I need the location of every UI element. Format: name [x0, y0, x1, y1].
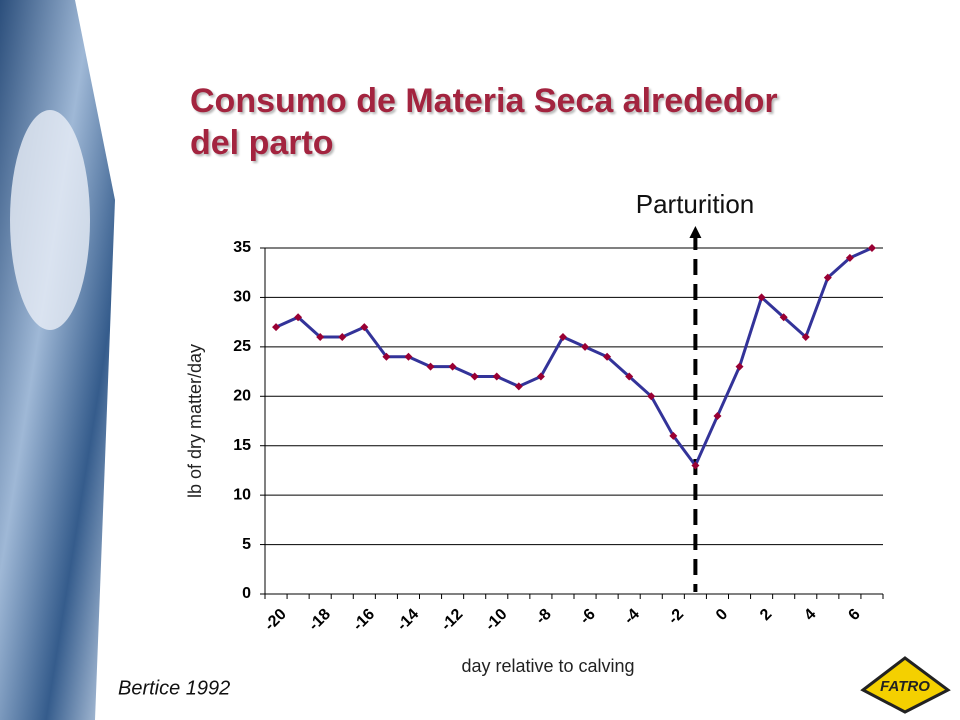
- y-tick-label: 25: [233, 338, 251, 355]
- y-tick-label: 0: [242, 585, 251, 602]
- data-point: [360, 323, 369, 332]
- data-point: [338, 332, 347, 341]
- data-point: [779, 313, 788, 322]
- x-tick-label: -8: [533, 606, 555, 628]
- y-tick-label: 15: [233, 437, 251, 454]
- x-tick-label: 4: [801, 606, 819, 624]
- x-tick-label: -12: [438, 606, 466, 634]
- data-point: [470, 372, 479, 381]
- data-point: [757, 293, 766, 302]
- x-axis-label: day relative to calving: [461, 656, 634, 676]
- data-point: [801, 332, 810, 341]
- annotation: Parturition: [636, 189, 755, 219]
- x-tick-label: -2: [665, 606, 687, 628]
- x-tick-label: 2: [757, 606, 775, 624]
- logo: FATRO: [860, 656, 951, 714]
- x-tick-label: -14: [394, 606, 422, 634]
- x-tick-label: -16: [350, 606, 378, 634]
- data-point: [625, 372, 634, 381]
- data-point: [603, 352, 612, 361]
- data-point: [536, 372, 545, 381]
- x-tick-label: -6: [577, 606, 599, 628]
- data-line: [275, 246, 873, 469]
- logo-text: FATRO: [880, 678, 930, 695]
- logo-shape: [860, 656, 951, 714]
- data-point: [647, 392, 656, 401]
- y-tick-label: 5: [242, 536, 251, 553]
- data-point: [272, 323, 281, 332]
- data-point: [294, 313, 303, 322]
- data-point: [823, 273, 832, 282]
- x-tick-label: -18: [306, 606, 334, 634]
- data-point: [867, 244, 876, 252]
- y-tick-label: 35: [233, 239, 251, 256]
- data-point: [426, 362, 435, 371]
- data-point: [514, 382, 523, 391]
- data-point: [669, 431, 678, 440]
- data-point: [448, 362, 457, 371]
- y-tick-label: 10: [233, 486, 251, 503]
- x-tick-label: -10: [482, 606, 510, 634]
- x-tick-label: -4: [621, 606, 643, 628]
- data-point: [404, 352, 413, 361]
- y-tick-label: 30: [233, 289, 251, 306]
- y-tick-label: 20: [233, 388, 251, 405]
- data-point: [382, 352, 391, 361]
- data-point: [316, 332, 325, 341]
- y-axis-label: lb of dry matter/day: [185, 344, 205, 498]
- parturition-arrow: [689, 226, 702, 238]
- source: Bertice 1992: [118, 677, 230, 699]
- data-point: [735, 362, 744, 371]
- data-point: [492, 372, 501, 381]
- x-tick-label: 6: [845, 606, 863, 624]
- data-point: [691, 461, 700, 470]
- data-point: [581, 342, 590, 351]
- photo-detail: [10, 110, 90, 330]
- slide-title: Consumo de Materia Seca alrededor del pa…: [190, 82, 778, 162]
- data-point: [845, 253, 854, 262]
- data-point: [713, 412, 722, 421]
- x-tick-label: 0: [713, 606, 731, 624]
- x-tick-label: -20: [261, 606, 289, 634]
- data-point: [558, 332, 567, 341]
- background-photo: [0, 0, 115, 720]
